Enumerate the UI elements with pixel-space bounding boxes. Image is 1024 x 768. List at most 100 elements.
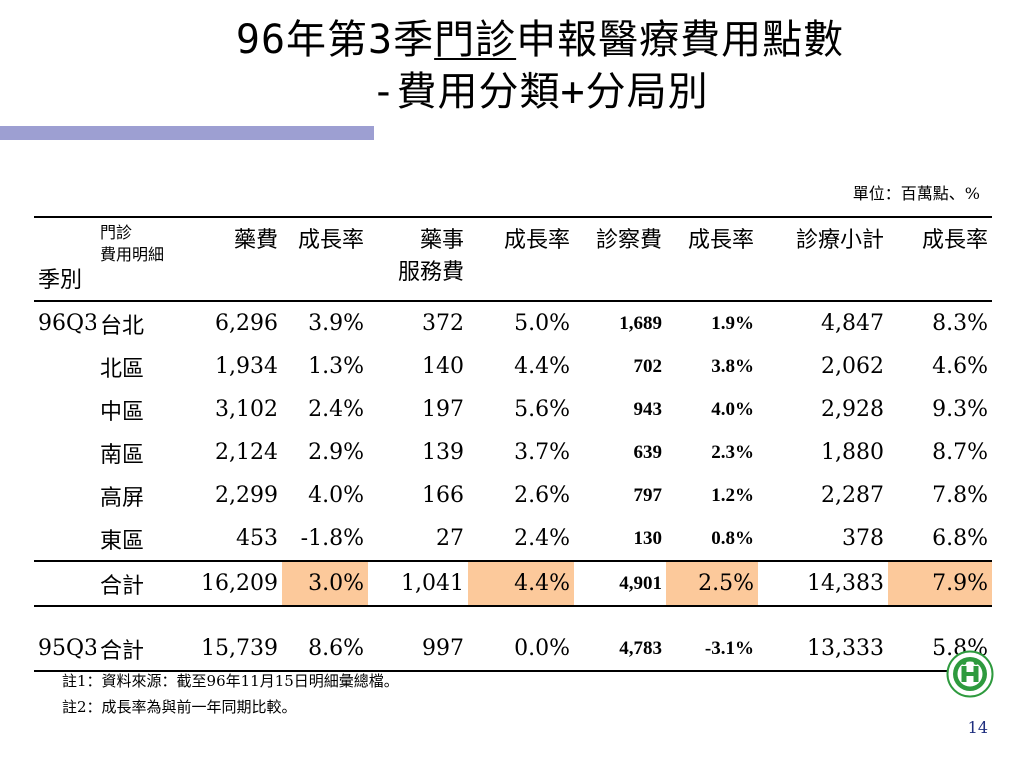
cell-pharm-growth: 2.4%	[514, 526, 570, 551]
total-row-95q3: 95Q3 合計 15,739 8.6% 997 0.0% 4,783 -3.1%…	[34, 627, 992, 672]
cell-diag: 639	[633, 441, 663, 463]
row-branch: 東區	[100, 528, 145, 554]
cell-drug: 1,934	[215, 354, 278, 379]
cell-drug-growth: -1.8%	[300, 526, 364, 551]
header-pharm-line1: 藥事	[419, 228, 464, 253]
cell-drug-growth: 8.6%	[282, 627, 368, 672]
expense-table: 季別 門診 費用明細 藥費 成長率 藥事 服務費 成長率 診察費 成長率 診療小計 …	[34, 216, 992, 672]
row-branch: 台北	[100, 313, 145, 339]
cell-diag: 1,689	[619, 312, 662, 334]
row-season	[34, 560, 96, 607]
cell-diag: 702	[633, 355, 663, 377]
cell-subtotal: 4,847	[821, 311, 884, 336]
cell-pharm-growth: 4.4%	[514, 354, 570, 379]
cell-pharm: 139	[422, 440, 464, 465]
cell-subtotal-growth: 9.3%	[932, 397, 988, 422]
cell-pharm-growth: 5.0%	[514, 311, 570, 336]
cell-drug: 3,102	[215, 397, 278, 422]
cell-diag: 4,901	[574, 560, 666, 607]
cell-subtotal: 2,062	[821, 354, 884, 379]
cell-diag-growth: -3.1%	[666, 627, 758, 672]
cell-pharm-growth: 2.6%	[514, 483, 570, 508]
total-row-96q3: 合計 16,209 3.0% 1,041 4.4% 4,901 2.5% 14,…	[34, 560, 992, 607]
cell-diag-growth: 0.8%	[711, 527, 754, 549]
cell-drug-growth: 1.3%	[308, 354, 364, 379]
row-season	[34, 474, 96, 517]
row-season: 96Q3	[38, 311, 96, 336]
cell-drug-growth: 3.0%	[282, 560, 368, 607]
table-row: 96Q3 台北 6,296 3.9% 372 5.0% 1,689 1.9% 4…	[34, 301, 992, 345]
table-header-row: 季別 門診 費用明細 藥費 成長率 藥事 服務費 成長率 診察費 成長率 診療小計 …	[34, 216, 992, 302]
row-season: 95Q3	[34, 627, 96, 672]
page-number: 14	[967, 718, 988, 737]
cell-drug: 16,209	[196, 560, 282, 607]
cell-diag-growth: 3.8%	[711, 355, 754, 377]
cell-pharm: 372	[422, 311, 464, 336]
cell-pharm: 140	[422, 354, 464, 379]
cell-diag-growth: 4.0%	[711, 398, 754, 420]
cell-pharm: 197	[422, 397, 464, 422]
row-season	[34, 388, 96, 431]
row-branch: 北區	[100, 356, 145, 382]
cell-pharm: 166	[422, 483, 464, 508]
cell-drug: 6,296	[215, 311, 278, 336]
title-part-a: 96年第3季	[235, 17, 435, 63]
cell-diag: 4,783	[574, 627, 666, 672]
row-branch: 中區	[100, 399, 145, 425]
footnote-2: 註2：成長率為與前一年同期比較。	[62, 698, 297, 716]
row-branch: 高屏	[100, 485, 145, 511]
cell-drug: 453	[236, 526, 278, 551]
cell-pharm: 997	[368, 627, 468, 672]
cell-diag: 943	[633, 398, 663, 420]
cell-drug-growth: 2.4%	[308, 397, 364, 422]
cell-subtotal-growth: 7.9%	[888, 560, 992, 607]
header-pharm: 藥事服務費	[368, 216, 468, 302]
title-part-b: 申報醫療費用點數	[516, 17, 845, 63]
title-line-2: -費用分類+分局別	[371, 69, 709, 115]
cell-subtotal-growth: 8.3%	[932, 311, 988, 336]
header-subtotal-growth: 成長率	[888, 216, 992, 302]
title-line-1: 96年第3季門診申報醫療費用點數	[150, 14, 930, 66]
table-row: 東區 453 -1.8% 27 2.4% 130 0.8% 378 6.8%	[34, 517, 992, 561]
cell-pharm-growth: 0.0%	[468, 627, 574, 672]
nhi-logo-icon	[946, 650, 994, 698]
row-branch: 南區	[100, 442, 145, 468]
row-season	[34, 431, 96, 474]
cell-subtotal: 2,928	[821, 397, 884, 422]
row-branch: 合計	[96, 560, 196, 607]
spacer-row	[34, 606, 992, 627]
footnotes: 註1：資料來源：截至96年11月15日明細彙總檔。 註2：成長率為與前一年同期比…	[62, 668, 399, 720]
cell-subtotal: 378	[842, 526, 884, 551]
header-diag-growth: 成長率	[666, 216, 758, 302]
cell-diag-growth: 1.2%	[711, 484, 754, 506]
row-season	[34, 517, 96, 561]
cell-pharm: 1,041	[368, 560, 468, 607]
header-drug-growth: 成長率	[282, 216, 368, 302]
cell-subtotal: 1,880	[821, 440, 884, 465]
accent-bar	[0, 126, 374, 140]
cell-diag-growth: 2.5%	[666, 560, 758, 607]
table-row: 中區 3,102 2.4% 197 5.6% 943 4.0% 2,928 9.…	[34, 388, 992, 431]
table-row: 高屏 2,299 4.0% 166 2.6% 797 1.2% 2,287 7.…	[34, 474, 992, 517]
cell-subtotal-growth: 6.8%	[932, 526, 988, 551]
header-branch: 門診 費用明細	[96, 216, 196, 302]
cell-pharm-growth: 5.6%	[514, 397, 570, 422]
cell-subtotal-growth: 7.8%	[932, 483, 988, 508]
cell-drug-growth: 3.9%	[308, 311, 364, 336]
cell-diag-growth: 1.9%	[711, 312, 754, 334]
header-diag: 診察費	[574, 216, 666, 302]
unit-label: 單位：百萬點、%	[852, 184, 980, 203]
header-branch-line1: 門診	[100, 223, 133, 242]
cell-subtotal: 13,333	[758, 627, 888, 672]
table-row: 北區 1,934 1.3% 140 4.4% 702 3.8% 2,062 4.…	[34, 345, 992, 388]
page-title: 96年第3季門診申報醫療費用點數 -費用分類+分局別	[150, 14, 930, 118]
cell-pharm-growth: 4.4%	[468, 560, 574, 607]
cell-diag-growth: 2.3%	[711, 441, 754, 463]
header-pharm-line2: 服務費	[397, 260, 464, 285]
row-branch: 合計	[96, 627, 196, 672]
cell-drug: 2,299	[215, 483, 278, 508]
cell-drug-growth: 2.9%	[308, 440, 364, 465]
title-part-underlined: 門診	[434, 17, 517, 63]
footnote-1: 註1：資料來源：截至96年11月15日明細彙總檔。	[62, 672, 399, 690]
table-row: 南區 2,124 2.9% 139 3.7% 639 2.3% 1,880 8.…	[34, 431, 992, 474]
